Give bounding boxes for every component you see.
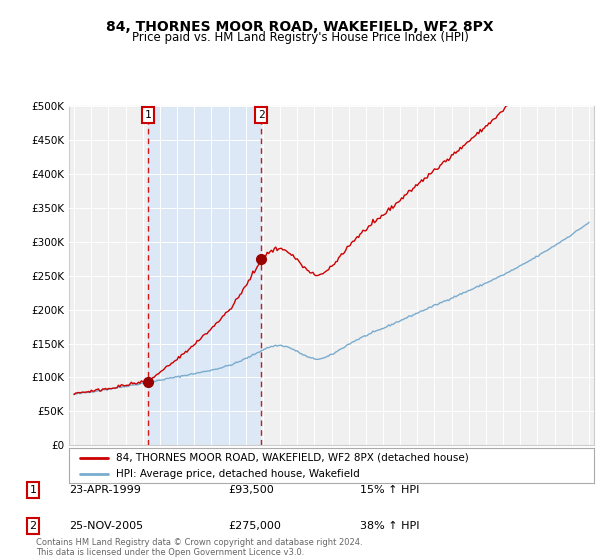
Text: 15% ↑ HPI: 15% ↑ HPI [360, 485, 419, 495]
Text: £93,500: £93,500 [228, 485, 274, 495]
Text: HPI: Average price, detached house, Wakefield: HPI: Average price, detached house, Wake… [116, 469, 360, 479]
Text: £275,000: £275,000 [228, 521, 281, 531]
Text: 1: 1 [29, 485, 37, 495]
Text: 84, THORNES MOOR ROAD, WAKEFIELD, WF2 8PX: 84, THORNES MOOR ROAD, WAKEFIELD, WF2 8P… [106, 20, 494, 34]
Text: 2: 2 [258, 110, 265, 120]
Text: 38% ↑ HPI: 38% ↑ HPI [360, 521, 419, 531]
Text: Contains HM Land Registry data © Crown copyright and database right 2024.
This d: Contains HM Land Registry data © Crown c… [36, 538, 362, 557]
Text: 84, THORNES MOOR ROAD, WAKEFIELD, WF2 8PX (detached house): 84, THORNES MOOR ROAD, WAKEFIELD, WF2 8P… [116, 452, 469, 463]
Text: 2: 2 [29, 521, 37, 531]
Text: 25-NOV-2005: 25-NOV-2005 [69, 521, 143, 531]
Text: Price paid vs. HM Land Registry's House Price Index (HPI): Price paid vs. HM Land Registry's House … [131, 31, 469, 44]
Text: 1: 1 [145, 110, 151, 120]
Bar [148, 106, 261, 445]
Text: 23-APR-1999: 23-APR-1999 [69, 485, 141, 495]
